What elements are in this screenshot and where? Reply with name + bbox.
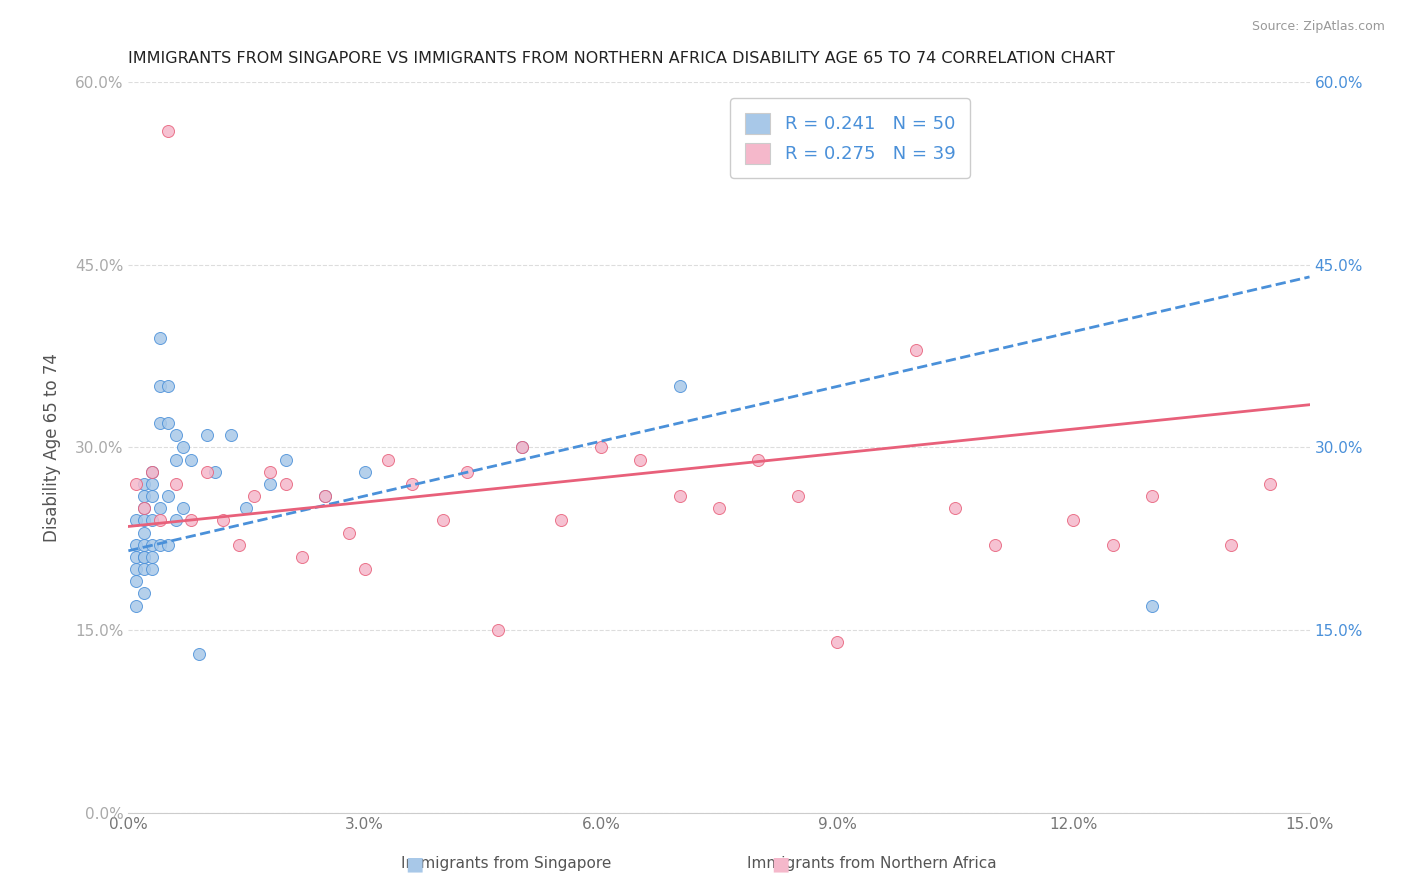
Point (510, 440, 533, 454)
Point (1140, 489, 1163, 503)
Point (228, 538, 250, 552)
Point (141, 513, 163, 527)
Point (134, 549, 156, 564)
Point (156, 538, 179, 552)
Point (156, 489, 179, 503)
Legend: R = 0.241   N = 50, R = 0.275   N = 39: R = 0.241 N = 50, R = 0.275 N = 39 (730, 98, 970, 178)
Point (149, 416, 172, 430)
Point (456, 465, 478, 479)
Point (134, 513, 156, 527)
Point (983, 538, 1005, 552)
Point (432, 513, 454, 527)
Point (125, 513, 148, 527)
Point (510, 440, 533, 454)
Point (274, 476, 297, 491)
Point (134, 586, 156, 600)
Point (353, 465, 375, 479)
Point (259, 465, 281, 479)
Point (149, 501, 172, 516)
Point (173, 501, 195, 516)
Point (141, 465, 163, 479)
Point (141, 549, 163, 564)
Text: ■: ■ (770, 854, 790, 873)
Point (628, 452, 651, 467)
Point (134, 549, 156, 564)
Point (134, 501, 156, 516)
Point (668, 379, 690, 393)
Point (1140, 599, 1163, 613)
Point (488, 623, 510, 637)
Point (141, 465, 163, 479)
Point (259, 476, 281, 491)
Point (165, 428, 187, 442)
Point (204, 465, 226, 479)
Point (156, 416, 179, 430)
Point (125, 599, 148, 613)
Point (707, 501, 730, 516)
Point (134, 476, 156, 491)
Point (668, 489, 690, 503)
Point (219, 428, 242, 442)
Text: Source: ZipAtlas.com: Source: ZipAtlas.com (1251, 20, 1385, 33)
Y-axis label: Disability Age 65 to 74: Disability Age 65 to 74 (44, 353, 60, 541)
Text: IMMIGRANTS FROM SINGAPORE VS IMMIGRANTS FROM NORTHERN AFRICA DISABILITY AGE 65 T: IMMIGRANTS FROM SINGAPORE VS IMMIGRANTS … (128, 51, 1115, 66)
Point (141, 489, 163, 503)
Point (188, 648, 211, 662)
Point (377, 452, 399, 467)
Point (180, 513, 202, 527)
Text: ■: ■ (405, 854, 425, 873)
Point (156, 379, 179, 393)
Point (125, 562, 148, 576)
Point (786, 489, 808, 503)
Point (291, 549, 314, 564)
Point (141, 538, 163, 552)
Point (173, 440, 195, 454)
Point (550, 513, 572, 527)
Point (149, 513, 172, 527)
Point (134, 538, 156, 552)
Point (156, 124, 179, 138)
Point (1219, 538, 1241, 552)
Point (1258, 476, 1281, 491)
Point (1062, 513, 1084, 527)
Point (904, 343, 927, 357)
Point (125, 538, 148, 552)
Point (149, 538, 172, 552)
Point (125, 549, 148, 564)
Point (125, 574, 148, 589)
Point (212, 513, 235, 527)
Text: Immigrants from Northern Africa: Immigrants from Northern Africa (747, 856, 997, 871)
Point (134, 525, 156, 540)
Point (589, 440, 612, 454)
Point (149, 379, 172, 393)
Point (1101, 538, 1123, 552)
Point (141, 476, 163, 491)
Point (747, 452, 769, 467)
Point (165, 513, 187, 527)
Point (353, 562, 375, 576)
Point (195, 428, 218, 442)
Text: Immigrants from Singapore: Immigrants from Singapore (401, 856, 612, 871)
Point (180, 452, 202, 467)
Point (134, 562, 156, 576)
Point (825, 635, 848, 649)
Point (401, 476, 423, 491)
Point (165, 452, 187, 467)
Point (943, 501, 966, 516)
Point (141, 562, 163, 576)
Point (274, 452, 297, 467)
Point (235, 501, 257, 516)
Point (314, 489, 336, 503)
Point (134, 501, 156, 516)
Point (195, 465, 218, 479)
Point (337, 525, 360, 540)
Point (243, 489, 266, 503)
Point (134, 489, 156, 503)
Point (125, 476, 148, 491)
Point (149, 331, 172, 345)
Point (165, 476, 187, 491)
Point (314, 489, 336, 503)
